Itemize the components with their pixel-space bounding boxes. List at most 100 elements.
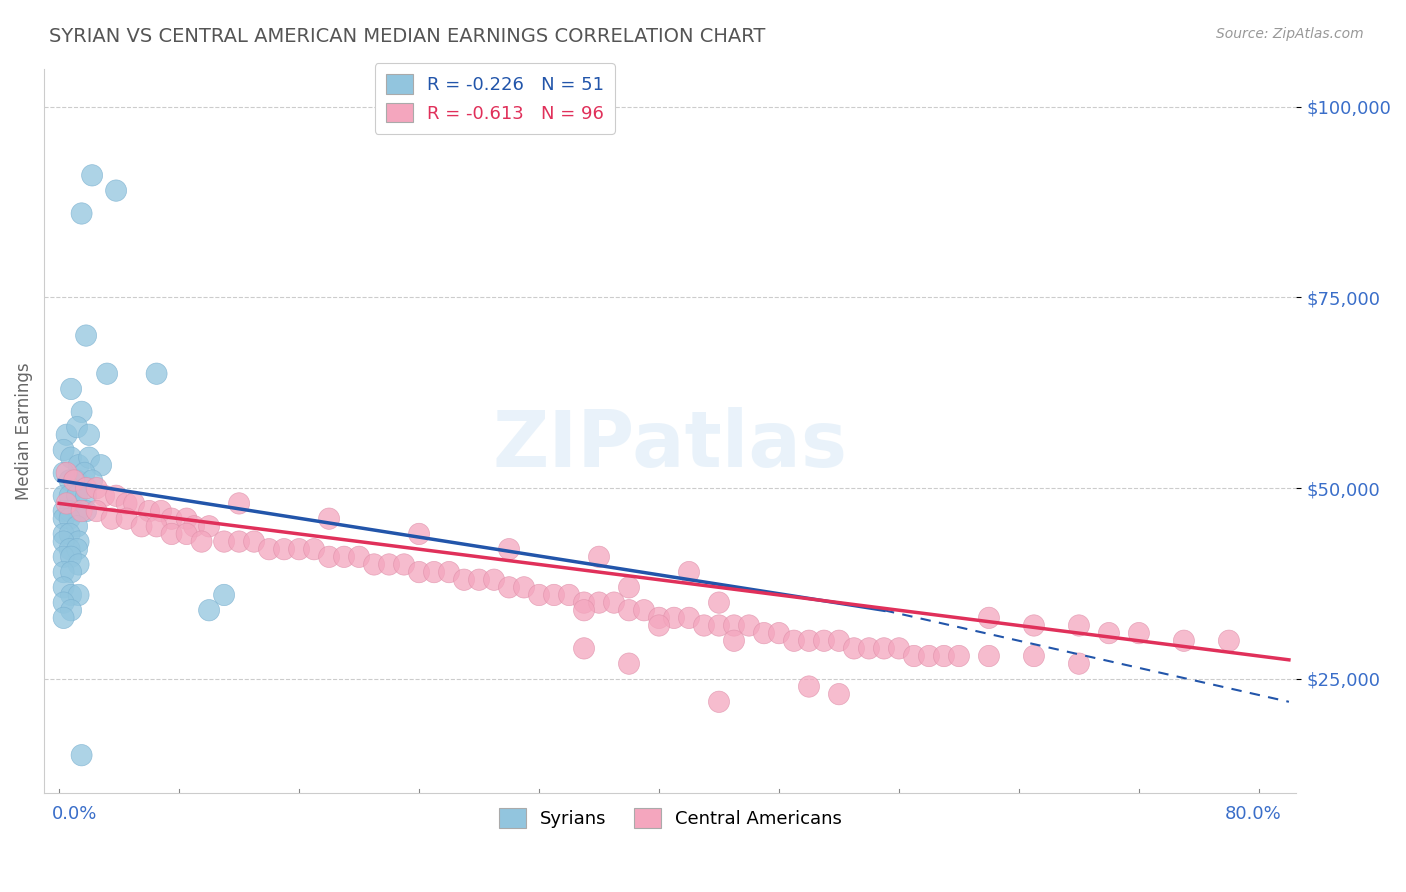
Ellipse shape xyxy=(828,630,849,651)
Ellipse shape xyxy=(176,508,197,529)
Ellipse shape xyxy=(72,202,93,224)
Ellipse shape xyxy=(769,623,790,644)
Ellipse shape xyxy=(198,599,219,621)
Ellipse shape xyxy=(468,569,489,591)
Ellipse shape xyxy=(274,539,295,560)
Ellipse shape xyxy=(619,653,640,674)
Text: Source: ZipAtlas.com: Source: ZipAtlas.com xyxy=(1216,27,1364,41)
Ellipse shape xyxy=(724,615,745,636)
Ellipse shape xyxy=(634,599,655,621)
Ellipse shape xyxy=(574,599,595,621)
Ellipse shape xyxy=(94,485,115,507)
Ellipse shape xyxy=(648,615,669,636)
Ellipse shape xyxy=(529,584,550,606)
Ellipse shape xyxy=(949,645,970,666)
Ellipse shape xyxy=(409,524,430,545)
Ellipse shape xyxy=(979,645,1000,666)
Ellipse shape xyxy=(72,401,93,423)
Ellipse shape xyxy=(709,592,730,614)
Ellipse shape xyxy=(1069,615,1090,636)
Text: 0.0%: 0.0% xyxy=(52,805,97,822)
Ellipse shape xyxy=(60,378,82,400)
Ellipse shape xyxy=(589,592,610,614)
Ellipse shape xyxy=(53,485,75,507)
Ellipse shape xyxy=(544,584,565,606)
Ellipse shape xyxy=(229,531,250,552)
Ellipse shape xyxy=(619,599,640,621)
Ellipse shape xyxy=(828,683,849,705)
Ellipse shape xyxy=(79,447,100,468)
Ellipse shape xyxy=(131,516,152,537)
Ellipse shape xyxy=(53,576,75,598)
Ellipse shape xyxy=(439,561,460,582)
Ellipse shape xyxy=(259,539,280,560)
Ellipse shape xyxy=(423,561,444,582)
Ellipse shape xyxy=(53,607,75,629)
Ellipse shape xyxy=(59,470,80,491)
Ellipse shape xyxy=(150,500,172,522)
Ellipse shape xyxy=(67,500,89,522)
Ellipse shape xyxy=(889,638,910,659)
Ellipse shape xyxy=(53,592,75,614)
Ellipse shape xyxy=(146,363,167,384)
Ellipse shape xyxy=(754,623,775,644)
Legend: Syrians, Central Americans: Syrians, Central Americans xyxy=(491,801,849,835)
Ellipse shape xyxy=(59,500,80,522)
Ellipse shape xyxy=(117,508,138,529)
Ellipse shape xyxy=(90,455,111,476)
Ellipse shape xyxy=(124,492,145,514)
Ellipse shape xyxy=(53,500,75,522)
Ellipse shape xyxy=(198,516,219,537)
Ellipse shape xyxy=(66,470,87,491)
Ellipse shape xyxy=(589,546,610,567)
Ellipse shape xyxy=(214,584,235,606)
Ellipse shape xyxy=(1024,645,1045,666)
Ellipse shape xyxy=(53,462,75,483)
Ellipse shape xyxy=(304,539,325,560)
Ellipse shape xyxy=(53,561,75,582)
Ellipse shape xyxy=(60,599,82,621)
Ellipse shape xyxy=(558,584,579,606)
Ellipse shape xyxy=(664,607,685,629)
Ellipse shape xyxy=(76,500,97,522)
Ellipse shape xyxy=(56,492,77,514)
Ellipse shape xyxy=(693,615,714,636)
Ellipse shape xyxy=(1174,630,1195,651)
Ellipse shape xyxy=(499,576,520,598)
Ellipse shape xyxy=(60,561,82,582)
Ellipse shape xyxy=(184,516,205,537)
Ellipse shape xyxy=(679,607,700,629)
Ellipse shape xyxy=(378,554,399,575)
Ellipse shape xyxy=(67,584,89,606)
Ellipse shape xyxy=(191,531,212,552)
Ellipse shape xyxy=(97,363,118,384)
Ellipse shape xyxy=(574,592,595,614)
Ellipse shape xyxy=(59,485,80,507)
Ellipse shape xyxy=(844,638,865,659)
Ellipse shape xyxy=(66,417,87,438)
Ellipse shape xyxy=(60,447,82,468)
Ellipse shape xyxy=(82,470,103,491)
Ellipse shape xyxy=(53,524,75,545)
Ellipse shape xyxy=(60,584,82,606)
Ellipse shape xyxy=(53,508,75,529)
Ellipse shape xyxy=(603,592,624,614)
Ellipse shape xyxy=(814,630,835,651)
Ellipse shape xyxy=(67,455,89,476)
Ellipse shape xyxy=(72,745,93,766)
Ellipse shape xyxy=(409,561,430,582)
Ellipse shape xyxy=(738,615,759,636)
Ellipse shape xyxy=(117,492,138,514)
Ellipse shape xyxy=(229,492,250,514)
Ellipse shape xyxy=(146,516,167,537)
Ellipse shape xyxy=(364,554,385,575)
Ellipse shape xyxy=(53,531,75,552)
Ellipse shape xyxy=(76,477,97,499)
Y-axis label: Median Earnings: Median Earnings xyxy=(15,362,32,500)
Ellipse shape xyxy=(72,500,93,522)
Ellipse shape xyxy=(59,508,80,529)
Ellipse shape xyxy=(60,546,82,567)
Ellipse shape xyxy=(56,462,77,483)
Ellipse shape xyxy=(76,485,97,507)
Ellipse shape xyxy=(101,508,122,529)
